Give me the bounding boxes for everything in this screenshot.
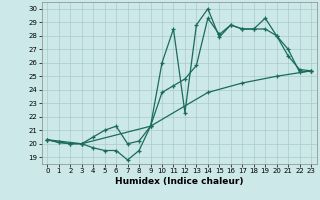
X-axis label: Humidex (Indice chaleur): Humidex (Indice chaleur) (115, 177, 244, 186)
